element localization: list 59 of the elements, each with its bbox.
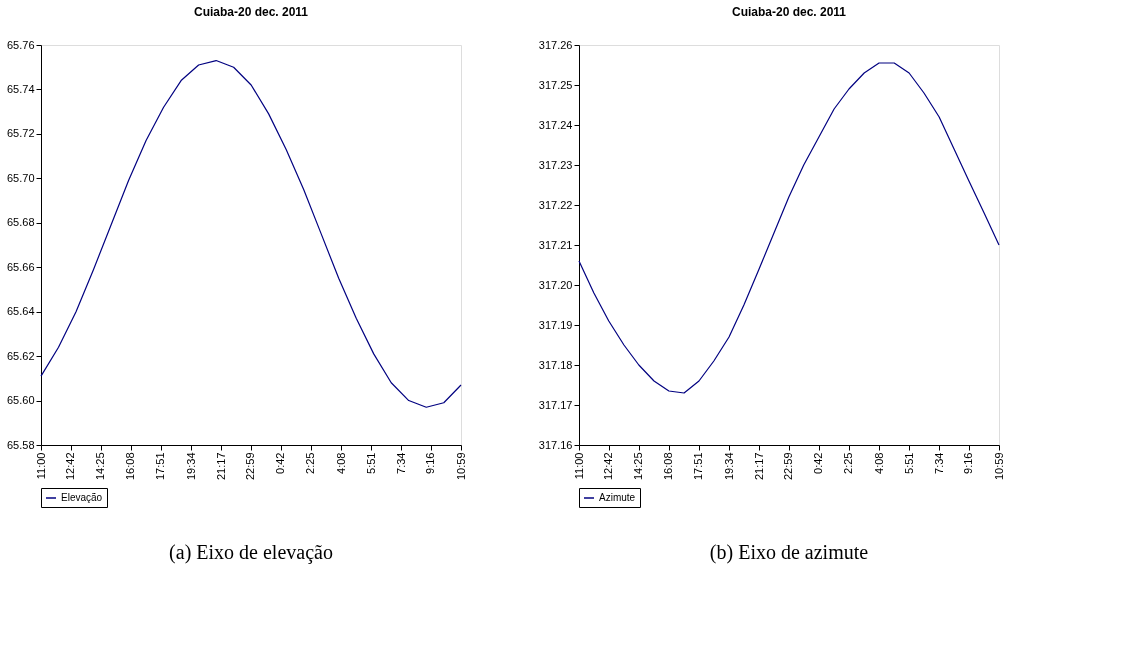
x-tick-label: 7:34 <box>932 452 945 474</box>
line-series <box>578 62 1000 394</box>
y-tick-label: 317.24 <box>538 118 573 131</box>
x-tick-label: 2:25 <box>842 452 855 474</box>
x-tick-label: 9:16 <box>424 452 437 474</box>
y-tick-label: 317.22 <box>538 198 573 211</box>
x-tick-label: 10:59 <box>992 452 1005 481</box>
y-tick-label: 65.66 <box>6 260 35 273</box>
x-tick-label: 11:00 <box>572 452 585 480</box>
chart-title: Cuiaba-20 dec. 2011 <box>731 5 847 19</box>
text: (a) Eixo de elevação <box>169 541 333 564</box>
x-tick-label: 14:25 <box>632 452 645 481</box>
y-tick-label: 65.74 <box>6 82 35 95</box>
y-tick-label: 317.16 <box>538 438 573 451</box>
x-tick-label: 16:08 <box>662 452 675 481</box>
x-tick-label: 4:08 <box>334 452 347 474</box>
x-tick-label: 21:17 <box>214 452 227 481</box>
x-tick-label: 17:51 <box>154 452 167 481</box>
x-tick-label: 22:59 <box>244 452 257 481</box>
x-tick-label: 19:34 <box>722 452 735 481</box>
x-tick-label: 0:42 <box>274 452 287 474</box>
x-tick-label: 12:42 <box>64 452 77 481</box>
x-tick-label: 12:42 <box>602 452 615 481</box>
y-tick-label: 317.20 <box>538 278 573 291</box>
x-tick-label: 2:25 <box>304 452 317 474</box>
y-tick-label: 65.70 <box>6 171 35 184</box>
x-tick-label: 9:16 <box>962 452 975 474</box>
y-tick-label: 317.17 <box>538 398 573 411</box>
x-tick-label: 21:17 <box>752 452 765 481</box>
y-tick-label: 317.26 <box>538 38 573 51</box>
x-tick-label: 11:00 <box>34 452 47 480</box>
y-tick-label: 65.58 <box>6 438 35 451</box>
chart-title: Cuiaba-20 dec. 2011 <box>193 5 309 19</box>
x-tick-label: 22:59 <box>782 452 795 481</box>
y-tick-label: 65.72 <box>6 127 35 140</box>
x-tick-label: 19:34 <box>184 452 197 481</box>
y-tick-label: 65.64 <box>6 305 35 318</box>
legend-label: Azimute <box>599 492 636 503</box>
x-tick-label: 17:51 <box>692 452 705 481</box>
y-tick-label: 317.18 <box>538 358 573 371</box>
y-tick-label: 317.19 <box>538 318 573 331</box>
y-tick-label: 317.23 <box>538 158 573 171</box>
x-tick-label: 4:08 <box>872 452 885 474</box>
text: (b) Eixo de azimute <box>709 541 869 564</box>
x-tick-label: 5:51 <box>902 452 915 474</box>
y-tick-label: 317.25 <box>538 78 573 91</box>
line-series <box>40 59 462 408</box>
x-tick-label: 5:51 <box>364 452 377 474</box>
x-tick-label: 7:34 <box>394 452 407 474</box>
x-tick-label: 0:42 <box>812 452 825 474</box>
x-tick-label: 14:25 <box>94 452 107 481</box>
x-tick-label: 16:08 <box>124 452 137 481</box>
legend-label: Elevação <box>61 492 103 503</box>
x-tick-label: 10:59 <box>454 452 467 481</box>
y-tick-label: 317.21 <box>538 238 573 251</box>
y-tick-label: 65.76 <box>6 38 35 51</box>
y-tick-label: 65.62 <box>6 349 35 362</box>
y-tick-label: 65.60 <box>6 394 35 407</box>
y-tick-label: 65.68 <box>6 216 35 229</box>
